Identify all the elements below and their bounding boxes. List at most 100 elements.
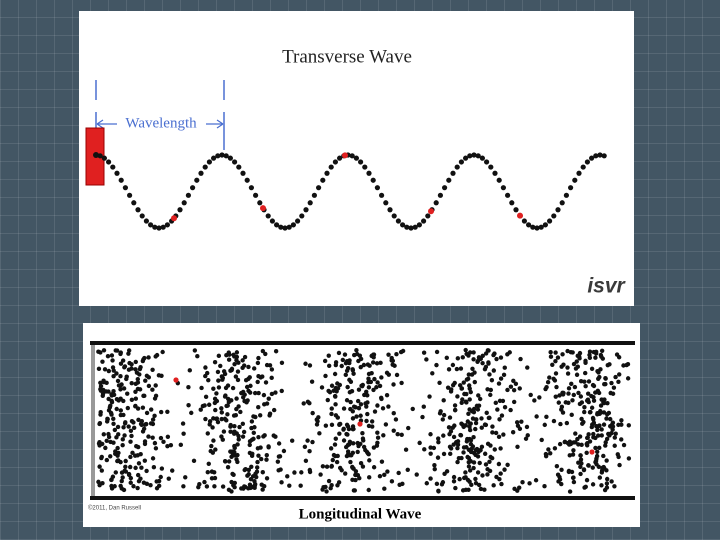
air-particle (111, 416, 116, 422)
air-particle (337, 421, 343, 427)
air-particle (273, 349, 279, 354)
air-particle (130, 450, 135, 456)
air-particle (476, 482, 482, 488)
air-particle (262, 402, 267, 407)
air-particle (601, 453, 606, 459)
wave-particle (362, 164, 368, 170)
air-particle (472, 379, 477, 385)
air-particle (150, 435, 155, 440)
air-particle (571, 448, 576, 453)
air-particle (144, 468, 149, 474)
air-particle (449, 387, 454, 392)
air-particle (219, 406, 224, 411)
air-particle (337, 465, 343, 471)
air-particle (358, 402, 364, 407)
wave-particle (114, 170, 120, 176)
air-particle (475, 470, 481, 475)
air-particle (544, 414, 549, 420)
air-particle (129, 433, 134, 439)
air-particle (394, 372, 400, 378)
air-particle (513, 381, 519, 386)
air-particle (230, 385, 236, 391)
air-particle (479, 425, 484, 430)
air-particle (165, 409, 170, 414)
air-particle (365, 411, 370, 417)
air-particle (585, 391, 591, 396)
air-particle (567, 453, 572, 458)
air-particle (267, 411, 273, 416)
wave-particle (185, 192, 191, 198)
air-particle (589, 366, 595, 372)
air-particle (258, 375, 263, 380)
air-particle (517, 426, 523, 431)
air-particle (228, 429, 233, 434)
air-particle (593, 445, 598, 451)
air-particle (364, 404, 369, 409)
air-particle (570, 452, 576, 457)
tracer-particle (428, 208, 434, 215)
air-particle (414, 472, 419, 477)
air-particle (307, 467, 312, 473)
wave-particle (568, 185, 574, 191)
wave-particle (408, 225, 414, 231)
air-particle (246, 388, 251, 394)
air-particle (148, 482, 153, 488)
air-particle (276, 468, 281, 473)
air-particle (468, 389, 473, 395)
wave-particle (139, 213, 145, 219)
air-particle (459, 421, 464, 426)
air-particle (370, 360, 376, 365)
air-particle (231, 472, 236, 477)
air-particle (158, 474, 163, 480)
air-particle (123, 458, 128, 464)
air-particle (328, 485, 333, 491)
air-particle (511, 378, 516, 384)
air-particle (381, 433, 386, 438)
air-particle (231, 431, 237, 436)
wavelength-arrow (206, 119, 224, 129)
air-particle (587, 349, 593, 354)
air-particle (586, 463, 591, 468)
air-particle (601, 422, 607, 427)
air-particle (621, 442, 627, 448)
air-particle (498, 471, 503, 476)
wave-particle (307, 200, 313, 206)
air-particle (139, 465, 144, 470)
air-particle (211, 438, 216, 443)
air-particle (247, 439, 253, 444)
wave-particle (479, 155, 485, 161)
air-particle (303, 361, 308, 366)
air-particle (461, 380, 466, 385)
air-particle (399, 380, 404, 386)
wave-particle (286, 224, 292, 230)
air-particle (235, 369, 241, 374)
air-particle (488, 443, 493, 448)
air-particle (110, 474, 116, 479)
air-particle (562, 439, 567, 445)
wave-particle (349, 153, 355, 159)
air-particle (170, 468, 175, 473)
air-particle (511, 399, 517, 405)
air-particle (590, 415, 596, 421)
wave-particle (437, 192, 443, 198)
air-particle (582, 409, 587, 415)
air-particle (336, 350, 342, 356)
wave-particle (500, 185, 506, 191)
air-particle (480, 473, 485, 478)
air-particle (247, 442, 252, 448)
air-particle (128, 428, 134, 433)
air-particle (126, 471, 132, 477)
air-particle (448, 429, 454, 434)
air-particle (314, 422, 320, 427)
air-particle (557, 441, 563, 447)
air-particle (553, 350, 558, 355)
air-particle (352, 488, 357, 493)
air-particle (471, 350, 476, 355)
air-particle (386, 352, 391, 357)
air-particle (122, 433, 127, 438)
air-particle (329, 411, 334, 417)
air-particle (138, 451, 143, 457)
air-particle (133, 367, 138, 372)
air-particle (497, 398, 503, 404)
air-particle (360, 430, 365, 436)
